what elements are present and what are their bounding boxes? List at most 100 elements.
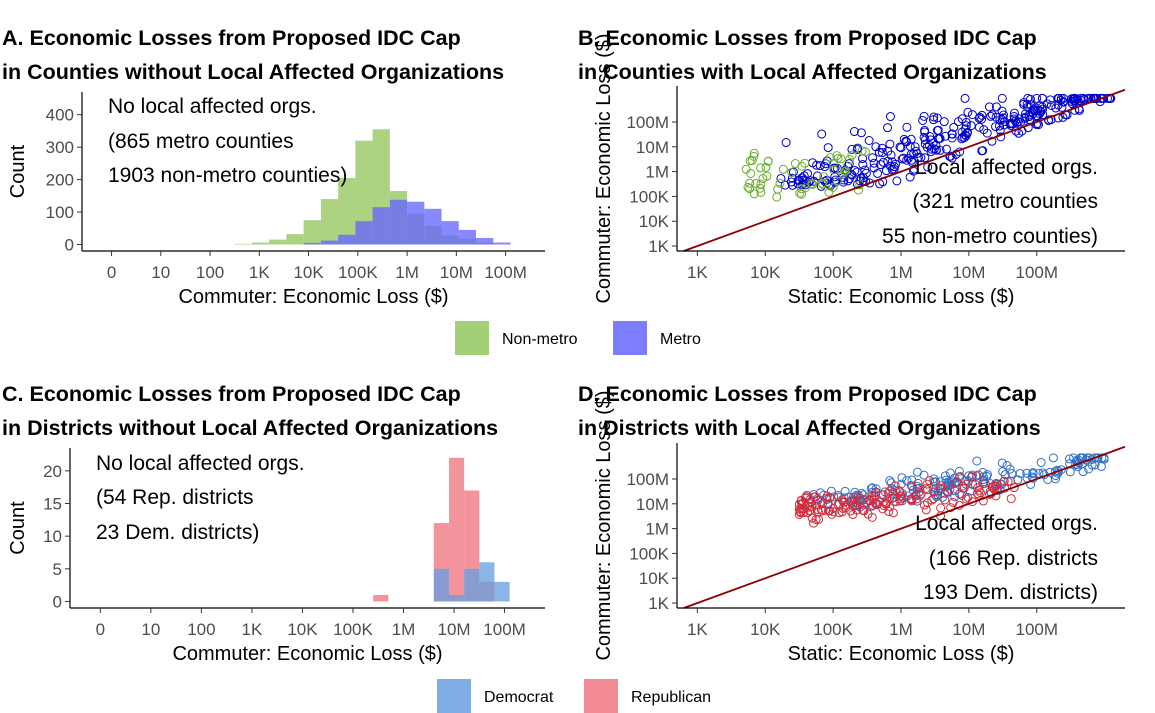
scatter-point [871,142,881,152]
annotation-line: 1903 non-metro counties) [108,164,347,187]
scatter-point [848,501,858,511]
histogram-bar [320,240,339,245]
panel-title-line: in Counties without Local Affected Organ… [2,60,504,84]
x-tick-label: 0 [107,263,116,282]
x-axis-label: Static: Economic Loss ($) [788,643,1015,665]
scatter-point [974,485,984,495]
x-tick-label: 100M [1015,263,1058,282]
scatter-point [929,112,939,122]
scatter-point [855,493,865,503]
histogram-bar [338,177,356,245]
y-tick-label: 20 [43,462,62,481]
scatter-point [847,144,857,154]
y-tick-label: 1M [645,520,669,539]
scatter-point [899,134,909,144]
scatter-point [790,159,800,169]
scatter-point [892,176,902,186]
scatter-point [811,515,821,525]
scatter-point [758,174,768,184]
scatter-point [911,494,921,504]
annotation-line: 55 non-metro counties) [882,225,1098,248]
scatter-point [877,148,887,158]
scatter-point [1073,462,1083,472]
scatter-point [923,485,933,495]
scatter-point [935,133,945,143]
scatter-point [999,120,1009,130]
scatter-point [889,162,899,172]
scatter-point [932,492,942,502]
scatter-point [856,128,866,138]
scatter-point [947,153,957,163]
panel-b-scatter: B. Economic Losses from Proposed IDC Cap… [578,26,1126,308]
scatter-point [963,107,973,117]
scatter-point [808,180,818,190]
x-axis-label: Static: Economic Loss ($) [788,286,1015,308]
scatter-point [845,154,855,164]
y-tick-label: 1K [648,594,669,613]
scatter-point [778,164,788,174]
scatter-point [889,496,899,506]
legend: Democrat Republican [437,679,711,713]
y-tick-label: 5 [53,560,62,579]
scatter-point [902,122,912,132]
scatter-point [858,505,868,515]
scatter-point [840,167,850,177]
scatter-point [943,486,953,496]
scatter-point [822,491,832,501]
x-tick-label: 100K [333,620,373,639]
scatter-point [743,182,753,192]
scatter-point [1033,105,1043,115]
scatter-point [878,157,888,167]
scatter-point [1023,123,1033,133]
scatter-point [961,121,971,131]
x-tick-label: 1M [889,263,913,282]
scatter-point [1026,100,1036,110]
scatter-point [1022,99,1032,109]
scatter-point [991,102,1001,112]
scatter-point [950,492,960,502]
scatter-point [946,503,956,513]
histogram-bar [494,581,510,602]
y-tick-label: 1M [645,163,669,182]
legend-label: Republican [631,689,711,706]
scatter-point [803,508,813,518]
scatter-point [963,127,973,137]
x-tick-label: 10K [293,263,324,282]
scatter-point [1025,94,1035,104]
x-tick-label: 10M [952,620,985,639]
y-tick-label: 0 [53,592,62,611]
scatter-point [817,129,827,139]
scatter-point [967,110,977,120]
scatter-point [834,508,844,518]
scatter-point [949,486,959,496]
x-tick-label: 10K [750,620,781,639]
x-tick-label: 10M [438,620,471,639]
scatter-point [966,472,976,482]
scatter-point [906,134,916,144]
scatter-point [867,501,877,511]
scatter-point [775,178,785,188]
histogram-bar [424,208,442,245]
legend-label: Non-metro [502,331,578,348]
scatter-point [924,140,934,150]
x-tick-label: 100K [813,620,853,639]
scatter-point [945,484,955,494]
scatter-point [825,493,835,503]
scatter-point [847,150,857,160]
y-tick-label: 10M [636,495,669,514]
scatter-point [846,506,856,516]
scatter-point [1076,95,1086,105]
y-axis-label: Count [7,144,29,198]
scatter-point [848,492,858,502]
panel-title-line: in Districts with Local Affected Organiz… [578,416,1041,440]
scatter-point [1064,454,1074,464]
histogram-bar [373,594,389,602]
histogram-bar [464,568,480,602]
scatter-point [961,494,971,504]
histogram-bar [479,562,495,602]
scatter-point [997,458,1007,468]
legend: Non-metro Metro [455,321,701,355]
scatter-point [907,494,917,504]
y-tick-label: 10M [636,138,669,157]
scatter-point [1037,93,1047,103]
